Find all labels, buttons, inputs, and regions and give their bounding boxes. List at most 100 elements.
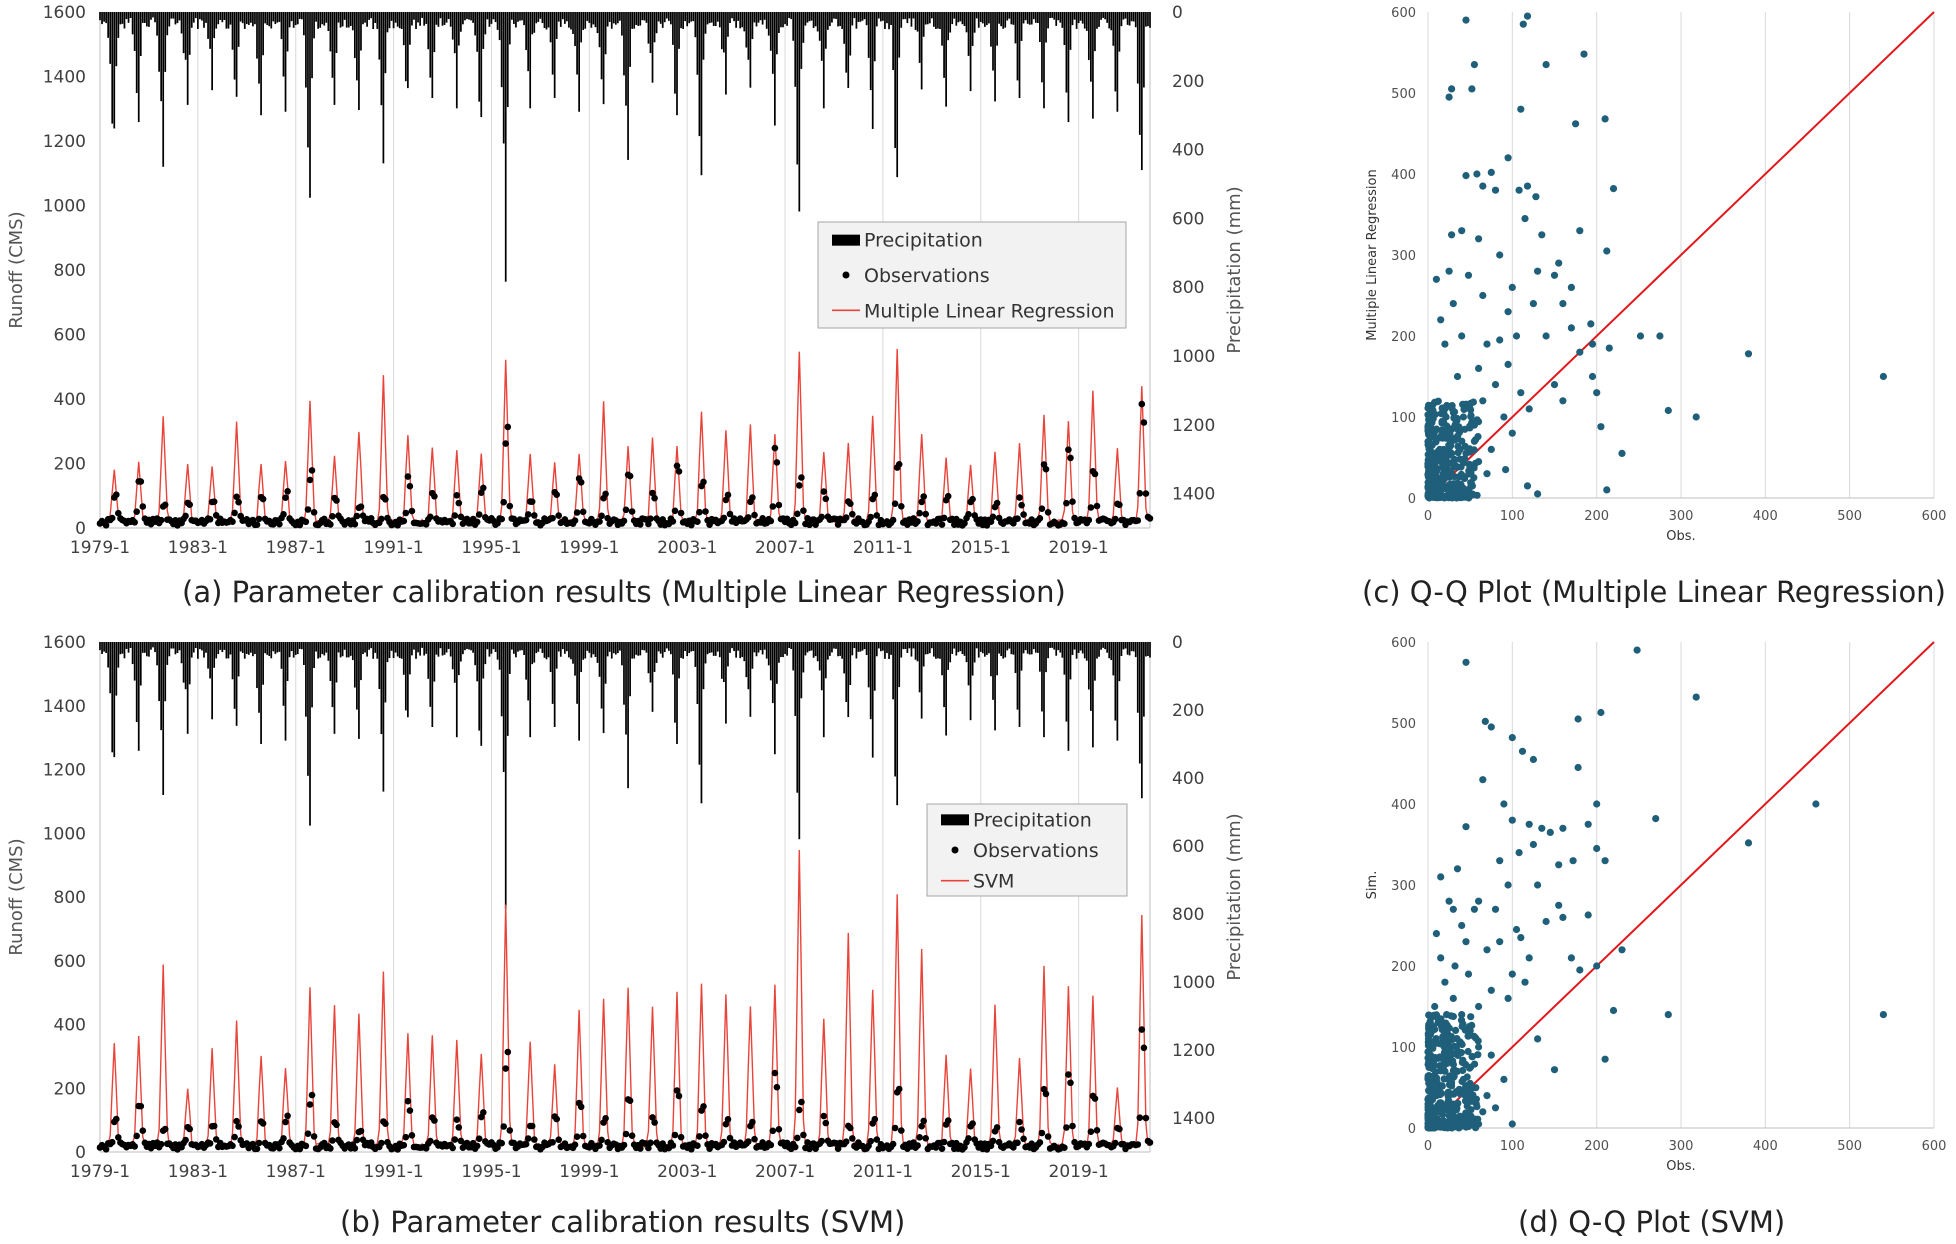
precipitation-bar — [725, 12, 727, 95]
precipitation-bar — [653, 12, 656, 43]
observation-point — [453, 1116, 461, 1123]
observation-point — [549, 1139, 556, 1146]
precipitation-bar — [759, 642, 762, 651]
precipitation-bar — [600, 12, 603, 80]
precipitation-bar — [880, 12, 882, 22]
y2-tick-label: 1400 — [1172, 1109, 1215, 1129]
y2-tick-label: 1000 — [1172, 347, 1215, 367]
precipitation-bar — [131, 12, 134, 35]
observation-point — [480, 1109, 487, 1116]
precipitation-bar — [388, 642, 391, 659]
precipitation-bar — [1104, 642, 1107, 650]
observation-point — [1085, 516, 1093, 524]
observation-point — [475, 511, 483, 518]
precipitation-bar — [568, 642, 570, 658]
qq-point — [1487, 168, 1495, 176]
precipitation-bar — [745, 12, 748, 48]
precipitation-bar — [386, 12, 389, 33]
precipitation-bar — [690, 12, 693, 22]
observation-point — [498, 1139, 506, 1147]
precipitation-bar — [880, 642, 882, 652]
observation-point — [1134, 1141, 1142, 1148]
observation-point — [333, 497, 340, 504]
precipitation-bar — [166, 642, 169, 665]
qq-point — [1483, 946, 1491, 954]
precipitation-bar — [1112, 12, 1115, 46]
precipitation-bar — [651, 12, 654, 83]
precipitation-bar — [867, 12, 870, 58]
qq-point — [1426, 1051, 1435, 1059]
observation-point — [598, 512, 605, 520]
qq-point — [1518, 747, 1527, 755]
qq-point — [1424, 1106, 1432, 1114]
precipitation-bar — [339, 642, 342, 658]
precipitation-bar — [1138, 642, 1141, 764]
precipitation-bar — [413, 642, 415, 650]
observation-point — [871, 1115, 879, 1123]
observation-point — [989, 513, 997, 521]
observation-point — [1044, 1133, 1052, 1140]
precipitation-bar — [835, 642, 837, 649]
precipitation-bar — [192, 642, 195, 653]
precipitation-bar — [370, 12, 373, 19]
observation-point — [284, 488, 291, 495]
precipitation-bar — [1085, 642, 1088, 661]
y-tick-label: 1000 — [43, 197, 86, 217]
precipitation-bar — [875, 12, 878, 27]
precipitation-bar — [1126, 12, 1129, 25]
precipitation-bar — [826, 12, 829, 30]
precipitation-bar — [798, 642, 801, 840]
chart-d-qq-plot-svm: 0 100 200 300 400 500 6000100200300400500600Ob… — [1365, 636, 1946, 1174]
precipitation-bar — [1045, 12, 1047, 43]
precipitation-bar — [219, 642, 222, 650]
precipitation-bar — [635, 642, 638, 655]
x-tick-label: 1979-1 — [70, 1162, 130, 1182]
precipitation-bar — [708, 12, 711, 24]
precipitation-bar — [1126, 642, 1129, 655]
precipitation-bar — [996, 642, 998, 676]
precipitation-bar — [349, 642, 352, 656]
qq-point — [1525, 954, 1533, 962]
precipitation-bar — [778, 12, 780, 33]
precipitation-bar — [1018, 12, 1021, 98]
observation-point — [602, 1115, 609, 1122]
precipitation-bar — [580, 642, 583, 673]
precipitation-bar — [502, 642, 505, 772]
precipitation-bar — [678, 12, 680, 49]
precipitation-bar — [623, 642, 625, 705]
precipitation-bar — [1057, 642, 1060, 651]
precipitation-bar — [460, 12, 462, 32]
x-tick-label: 0 — [1424, 1139, 1432, 1154]
observation-point — [404, 1097, 412, 1105]
precipitation-bar — [384, 12, 387, 74]
precipitation-bar — [845, 12, 848, 73]
observation-point — [965, 511, 972, 518]
precipitation-bar — [841, 642, 844, 659]
observation-point — [769, 1127, 777, 1135]
y-tick-label: 100 — [1391, 1041, 1416, 1056]
precipitation-bar — [521, 642, 523, 651]
qq-point — [1504, 154, 1512, 162]
qq-point — [1445, 93, 1453, 101]
precipitation-bar — [904, 642, 907, 650]
precipitation-bar — [215, 642, 218, 659]
observation-point — [938, 521, 946, 528]
precipitation-bar — [250, 12, 252, 23]
precipitation-bar — [735, 642, 737, 658]
qq-point — [1487, 723, 1495, 731]
precipitation-bar — [582, 12, 585, 30]
precipitation-bar — [796, 642, 799, 793]
qq-point — [1436, 1083, 1444, 1092]
precipitation-bar — [1043, 12, 1045, 109]
precipitation-bar — [201, 12, 203, 21]
precipitation-bar — [576, 12, 578, 75]
precipitation-bar — [225, 642, 228, 659]
y-tick-label: 600 — [1391, 6, 1416, 21]
precipitation-bar — [337, 12, 340, 23]
observation-point — [1140, 1044, 1148, 1052]
qq-point — [1449, 994, 1457, 1003]
precipitation-bar — [751, 642, 754, 669]
qq-point — [1576, 348, 1584, 356]
qq-point — [1445, 897, 1453, 905]
y-axis-title: Multiple Linear Regression — [1365, 169, 1380, 340]
